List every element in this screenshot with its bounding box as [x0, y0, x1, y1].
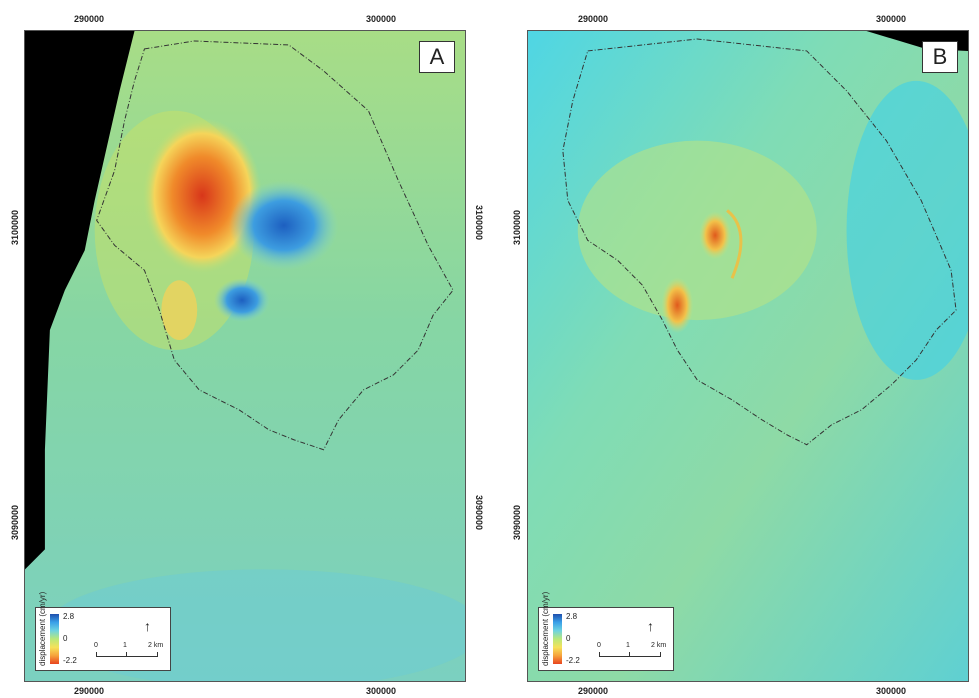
positive-zone-main: [229, 180, 339, 271]
tick-top-290000-b: 290000: [578, 14, 609, 24]
caldera-outline: [96, 40, 454, 451]
tick-bottom-300000-a: 300000: [366, 686, 397, 696]
yellow-tone-center: [577, 140, 817, 321]
map-panel-a: A displacement (cm/yr) 2.8 0 -2.2 ↑ 0 1 …: [24, 30, 466, 682]
tick-bottom-290000-a: 290000: [74, 686, 105, 696]
tick-left-3090000-b: 3090000: [512, 504, 522, 540]
legend-title: displacement (cm/yr): [541, 591, 550, 666]
displacement-map-b: [528, 31, 968, 681]
tick-right-3090000-a: 3090000: [474, 495, 484, 531]
tick-left-3100000-b: 3100000: [512, 209, 522, 245]
tick-top-290000-a: 290000: [74, 14, 105, 24]
scale-label-0: 0: [94, 642, 98, 649]
tick-left-3100000-a: 3100000: [10, 209, 20, 245]
legend: displacement (cm/yr) 2.8 0 -2.2 ↑ 0 1 2 …: [538, 592, 674, 671]
legend-max: 2.8: [63, 612, 75, 621]
legend-mid: 0: [63, 634, 68, 643]
negative-zone-small: [161, 280, 198, 341]
scale-bar: [599, 652, 661, 657]
colorbar: [50, 614, 59, 664]
scale-label-2: 2 km: [651, 642, 667, 649]
scale-bar: [96, 652, 158, 657]
legend-max: 2.8: [566, 612, 578, 621]
colorbar: [553, 614, 562, 664]
panel-letter: A: [419, 41, 455, 73]
legend: displacement (cm/yr) 2.8 0 -2.2 ↑ 0 1 2 …: [35, 592, 171, 671]
scale-label-2: 2 km: [148, 642, 164, 649]
legend-min: -2.2: [63, 656, 77, 665]
negative-zone-main: [699, 211, 732, 260]
negative-zone-small: [661, 277, 694, 334]
nodata-area: [25, 31, 135, 570]
legend-title: displacement (cm/yr): [38, 591, 47, 666]
positive-zone-small: [214, 278, 270, 323]
caldera-outline: [562, 38, 957, 446]
legend-min: -2.2: [566, 656, 580, 665]
tick-left-3090000-a: 3090000: [10, 504, 20, 540]
legend-mid: 0: [566, 634, 571, 643]
blue-tone-east: [846, 80, 968, 380]
displacement-map-a: [25, 31, 465, 681]
tick-top-300000-b: 300000: [876, 14, 907, 24]
scale-label-1: 1: [626, 642, 630, 649]
arc-feature: [726, 209, 743, 279]
north-arrow-icon: ↑: [144, 618, 151, 634]
scale-label-0: 0: [597, 642, 601, 649]
tick-right-3100000-a: 3100000: [474, 205, 484, 241]
north-arrow-icon: ↑: [647, 618, 654, 634]
panel-letter: B: [922, 41, 958, 73]
map-panel-b: B displacement (cm/yr) 2.8 0 -2.2 ↑ 0 1 …: [527, 30, 969, 682]
scale-label-1: 1: [123, 642, 127, 649]
tick-bottom-290000-b: 290000: [578, 686, 609, 696]
tick-top-300000-a: 300000: [366, 14, 397, 24]
tick-bottom-300000-b: 300000: [876, 686, 907, 696]
